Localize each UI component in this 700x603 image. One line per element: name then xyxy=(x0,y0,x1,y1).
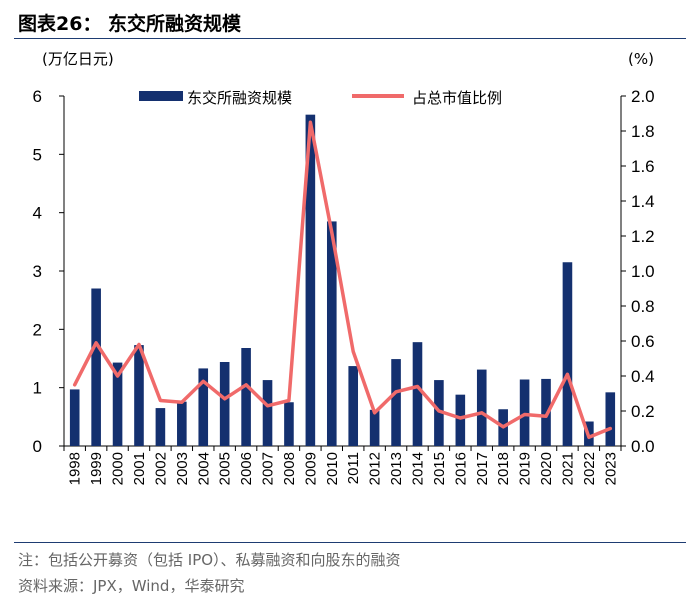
x-tick-label-2011: 2011 xyxy=(345,452,362,484)
left-axis-tick-label: 0 xyxy=(33,437,42,456)
x-tick-label-2023: 2023 xyxy=(602,452,619,485)
bar-2005 xyxy=(219,362,230,446)
bar-2023 xyxy=(605,392,616,446)
title-divider xyxy=(14,38,686,39)
bar-2015 xyxy=(434,380,444,446)
bar-2016 xyxy=(455,394,466,446)
x-tick-label-2010: 2010 xyxy=(324,452,341,485)
bar-2021 xyxy=(562,262,573,446)
x-tick-label-2008: 2008 xyxy=(281,452,298,485)
right-axis-unit: (%) xyxy=(628,50,654,68)
bar-2007 xyxy=(262,380,273,446)
x-tick-label-2019: 2019 xyxy=(517,452,534,485)
x-tick-label-1999: 1999 xyxy=(88,452,105,485)
x-tick-label-2022: 2022 xyxy=(581,452,598,485)
x-tick-label-2007: 2007 xyxy=(260,452,277,485)
legend: 东交所融资规模 占总市值比例 xyxy=(139,89,502,107)
right-axis-tick-label: 0.8 xyxy=(631,297,655,316)
left-axis-tick-label: 2 xyxy=(33,320,42,339)
notes-divider xyxy=(14,542,686,543)
x-tick-label-2012: 2012 xyxy=(367,452,384,485)
bar-2014 xyxy=(412,342,423,446)
bar-2012 xyxy=(369,409,380,446)
axes: 0 1 2 3 4 5 6 0.0 0.2 0.4 0.6 0.8 1.0 1.2 1.4 1.6 1.8 2.0 xyxy=(33,87,655,456)
legend-bar-label: 东交所融资规模 xyxy=(187,89,292,107)
source-note: 资料来源：JPX，Wind，华泰研究 xyxy=(18,577,245,595)
bar-2002 xyxy=(155,408,166,446)
right-axis-tick-label: 0.0 xyxy=(631,437,655,456)
x-tick-label-2018: 2018 xyxy=(495,452,512,485)
left-axis-tick-label: 6 xyxy=(33,87,42,106)
x-tick-label-2015: 2015 xyxy=(431,452,448,485)
left-axis-tick-label: 1 xyxy=(33,379,42,398)
right-axis-tick-label: 1.6 xyxy=(631,157,655,176)
chart-canvas: (万亿日元) (%) 0 1 2 3 4 5 6 0.0 0.2 0.4 0.6 0.8 1.0 1.2 1… xyxy=(33,50,655,485)
right-axis-tick-label: 0.4 xyxy=(631,367,655,386)
x-tick-label-2003: 2003 xyxy=(174,452,191,485)
bar-2006 xyxy=(241,348,251,446)
bar-2011 xyxy=(348,366,359,446)
bar-2013 xyxy=(391,359,401,446)
bar-2003 xyxy=(177,401,187,446)
bar-2000 xyxy=(112,362,123,446)
chart-title: 图表26： 东交所融资规模 xyxy=(18,13,242,35)
x-tick-label-2000: 2000 xyxy=(110,452,127,485)
bar-2017 xyxy=(476,369,487,446)
x-axis-labels: 1998 1999 2000 2001 2002 2003 2004 2005 2006 2007… xyxy=(67,452,620,485)
right-axis-tick-label: 1.4 xyxy=(631,192,655,211)
left-axis-tick-label: 5 xyxy=(33,145,42,164)
bar-2001 xyxy=(134,345,144,446)
x-tick-label-2016: 2016 xyxy=(452,452,469,485)
left-axis-unit: (万亿日元) xyxy=(42,50,114,68)
right-axis-tick-label: 1.8 xyxy=(631,122,655,141)
x-tick-label-2006: 2006 xyxy=(238,452,255,485)
bar-2008 xyxy=(284,402,294,446)
x-tick-label-1998: 1998 xyxy=(67,452,84,485)
ratio-line xyxy=(72,120,613,440)
right-axis-tick-label: 0.6 xyxy=(631,332,655,351)
footnote: 注：包括公开募资（包括 IPO）、私募融资和向股东的融资 xyxy=(18,551,401,569)
bar-2009 xyxy=(305,114,316,447)
bar-2004 xyxy=(198,368,209,446)
bar-1998 xyxy=(69,389,80,446)
x-tick-label-2001: 2001 xyxy=(131,452,148,485)
right-axis-tick-label: 1.2 xyxy=(631,227,655,246)
bar-series xyxy=(69,114,616,447)
line-series xyxy=(72,120,613,440)
x-tick-label-2002: 2002 xyxy=(152,452,169,485)
x-tick-label-2017: 2017 xyxy=(474,452,491,485)
bar-1999 xyxy=(91,288,101,446)
x-tick-label-2009: 2009 xyxy=(302,452,319,485)
bar-2010 xyxy=(326,221,337,446)
x-tick-label-2004: 2004 xyxy=(195,452,212,485)
left-axis-tick-label: 4 xyxy=(33,204,42,223)
x-tick-label-2014: 2014 xyxy=(409,452,426,485)
legend-bar-swatch xyxy=(139,91,183,101)
x-tick-label-2005: 2005 xyxy=(217,452,234,485)
x-tick-label-2021: 2021 xyxy=(559,452,576,485)
x-tick-label-2020: 2020 xyxy=(538,452,555,485)
legend-line-label: 占总市值比例 xyxy=(412,89,502,107)
x-tick-label-2013: 2013 xyxy=(388,452,405,485)
right-axis-tick-label: 0.2 xyxy=(631,402,655,421)
right-axis-tick-label: 2.0 xyxy=(631,87,655,106)
left-axis-tick-label: 3 xyxy=(33,262,42,281)
right-axis-tick-label: 1.0 xyxy=(631,262,655,281)
